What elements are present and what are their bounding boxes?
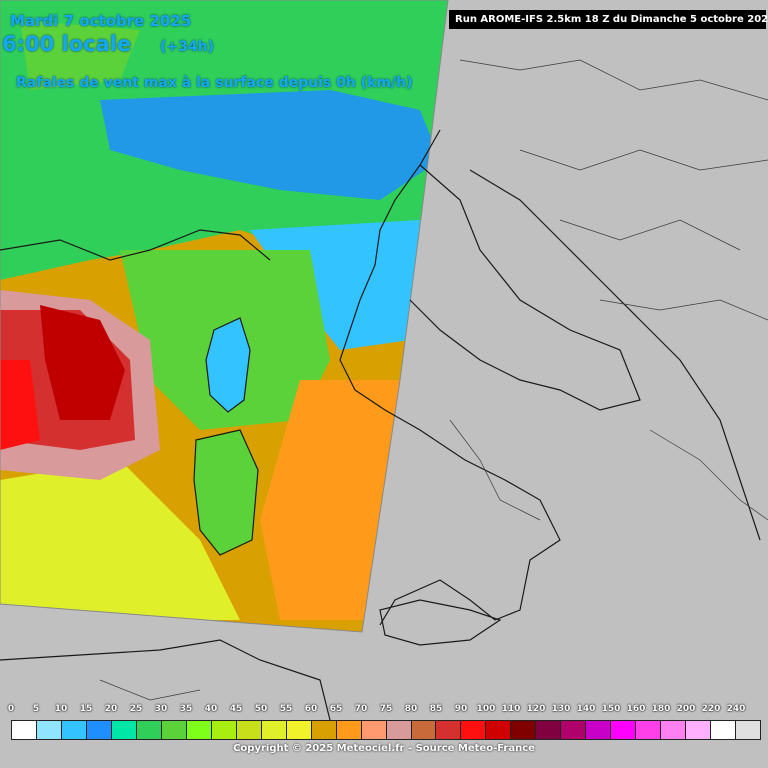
admin-borders [99, 59, 768, 701]
legend-swatch [711, 721, 737, 739]
legend-swatch [661, 721, 687, 739]
region-gulf-lion-core [40, 305, 125, 420]
legend-tick-label: 75 [379, 704, 393, 714]
africa-coast [0, 639, 331, 721]
run-label: Run AROME-IFS 2.5km 18 Z du Dimanche 5 o… [449, 10, 768, 29]
domain-outline [0, 0, 449, 633]
legend-swatch [336, 721, 362, 739]
legend-tick-label: 40 [204, 704, 218, 714]
region-corsica [206, 318, 250, 412]
copyright: Copyright © 2025 Meteociel.fr - Source M… [233, 743, 535, 754]
legend-swatch [561, 721, 587, 739]
legend-swatch [486, 721, 512, 739]
border-north [459, 59, 768, 101]
legend-tick-label: 90 [454, 704, 468, 714]
italy-east-coast [409, 164, 641, 411]
italy-west-coast [339, 129, 561, 626]
color-legend [11, 720, 761, 740]
legend-swatch [436, 721, 462, 739]
forecast-date: Mardi 7 octobre 2025 [10, 12, 192, 30]
legend-tick-label: 50 [254, 704, 268, 714]
wind-field [0, 0, 448, 632]
border-balkans-south [599, 299, 768, 321]
border-italy-regions [449, 419, 541, 521]
region-northwest [20, 20, 140, 90]
legend-tick-label: 0 [7, 704, 15, 714]
legend-swatch [461, 721, 487, 739]
border-balkans [559, 219, 741, 251]
legend-tick-label: 45 [229, 704, 243, 714]
legend-swatch [736, 721, 761, 739]
legend-tick-label: 110 [501, 704, 521, 714]
parameter-title: Rafales de vent max à la surface depuis … [16, 75, 413, 91]
legend-swatch [411, 721, 437, 739]
legend-swatch [86, 721, 112, 739]
legend-tick-label: 100 [476, 704, 496, 714]
legend-swatch [586, 721, 612, 739]
legend-tick-label: 60 [304, 704, 318, 714]
legend-tick-label: 70 [354, 704, 368, 714]
border-greece [649, 429, 768, 521]
forecast-time: 6:00 locale [2, 32, 132, 56]
corsica-coast [205, 317, 251, 413]
legend-swatch [286, 721, 312, 739]
legend-swatch [211, 721, 237, 739]
legend-tick-label: 240 [726, 704, 746, 714]
region-tyrrhenian [260, 380, 400, 620]
region-po-valley [100, 90, 440, 200]
legend-tick-label: 30 [154, 704, 168, 714]
legend-swatch [386, 721, 412, 739]
legend-tick-label: 80 [404, 704, 418, 714]
legend-tick-label: 140 [576, 704, 596, 714]
legend-swatch [161, 721, 187, 739]
legend-swatch [186, 721, 212, 739]
region-southwest-yellow [0, 460, 240, 620]
border-africa [99, 679, 201, 701]
legend-swatch [686, 721, 712, 739]
legend-tick-label: 200 [676, 704, 696, 714]
region-gulf-lion-west [0, 360, 40, 450]
forecast-lead: (+34h) [160, 39, 214, 55]
legend-tick-label: 35 [179, 704, 193, 714]
legend-swatch [361, 721, 387, 739]
region-sardinia [194, 430, 258, 555]
legend-tick-label: 10 [54, 704, 68, 714]
legend-ticks: 0 5 10 15 20 25 30 35 40 45 50 55 60 65 70 75 80 85 90 100 1… [0, 704, 768, 718]
legend-tick-label: 20 [104, 704, 118, 714]
legend-tick-label: 160 [626, 704, 646, 714]
legend-swatch [61, 721, 87, 739]
legend-swatch [111, 721, 137, 739]
legend-swatch [136, 721, 162, 739]
france-coast [0, 229, 271, 261]
legend-tick-label: 65 [329, 704, 343, 714]
legend-tick-label: 150 [601, 704, 621, 714]
legend-swatch [36, 721, 62, 739]
legend-tick-label: 85 [429, 704, 443, 714]
legend-swatch [636, 721, 662, 739]
sardinia-coast [193, 429, 259, 556]
legend-tick-label: 15 [79, 704, 93, 714]
balkan-coast [469, 169, 761, 541]
legend-swatch [236, 721, 262, 739]
legend-tick-label: 120 [526, 704, 546, 714]
border-mid [519, 149, 768, 171]
legend-swatch [511, 721, 537, 739]
legend-swatch [12, 721, 37, 739]
legend-tick-label: 5 [32, 704, 40, 714]
legend-tick-label: 180 [651, 704, 671, 714]
legend-swatch [311, 721, 337, 739]
legend-tick-label: 25 [129, 704, 143, 714]
legend-swatch [536, 721, 562, 739]
sicily-coast [379, 599, 502, 646]
legend-tick-label: 220 [701, 704, 721, 714]
legend-tick-label: 130 [551, 704, 571, 714]
legend-swatch [261, 721, 287, 739]
legend-tick-label: 55 [279, 704, 293, 714]
legend-swatch [611, 721, 637, 739]
coastlines [0, 129, 761, 721]
